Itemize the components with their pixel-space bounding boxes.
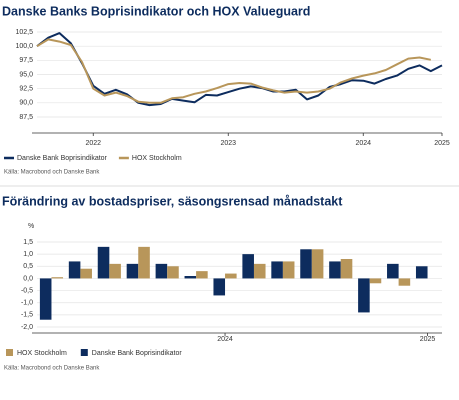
bar [398,278,411,286]
bar [415,266,428,279]
bar [225,273,237,279]
y-tick-label: 102,5 [15,29,33,36]
bar [242,254,254,279]
y-tick-label: 97,5 [19,57,33,64]
y-tick-label: -0,5 [21,287,33,294]
y-tick-label: 0,0 [23,275,33,282]
legend-label: HOX Stockholm [17,350,67,357]
bar [300,249,312,279]
bar [271,261,283,279]
x-tick-label: 2022 [85,140,101,147]
bar [196,271,208,279]
y-tick-label: 95,0 [19,71,33,78]
bar [109,263,121,279]
x-tick-label: 2023 [220,140,236,147]
bar [282,261,295,279]
bar [358,278,370,313]
bar [126,263,139,279]
source-note: Källa: Macrobond och Danske Bank [4,170,100,176]
y-tick-label: 92,5 [19,86,33,93]
bar [68,261,81,279]
bar [311,249,324,279]
y-tick-label: 1,5 [23,239,33,246]
bar [167,266,179,279]
y-tick-label: -1,0 [21,300,33,307]
chart-title: Danske Banks Boprisindikator och HOX Val… [2,4,310,18]
bar [184,276,197,279]
x-tick-label: 2025 [420,336,436,343]
y-tick-label: -2,0 [21,324,33,331]
bar [369,278,382,284]
y-tick-label: 90,0 [19,100,33,107]
bar [138,246,150,279]
legend-swatch [80,349,88,356]
line-series [36,32,443,107]
x-tick-label: 2024 [355,140,371,147]
line-series [36,38,431,104]
bar [340,259,353,279]
legend-label: Danske Bank Boprisindikator [92,350,183,357]
source-note: Källa: Macrobond och Danske Bank [4,366,100,372]
y-tick-label: 1,0 [23,251,33,258]
bar [329,261,341,279]
bar [155,263,168,279]
legend-label: HOX Stockholm [132,155,182,162]
y-tick-label: 0,5 [23,263,33,270]
bar [387,263,399,279]
y-tick-label: 87,5 [19,114,33,121]
chart-title: Förändring av bostadspriser, säsongsrens… [2,194,343,208]
bar [39,278,52,320]
bar [213,278,226,296]
bar [97,246,110,279]
y-axis-label: % [28,223,34,230]
bar [253,263,266,279]
y-tick-label: -1,5 [21,312,33,319]
bar [80,268,92,279]
legend-swatch [6,349,13,356]
y-tick-label: 100,0 [15,43,33,50]
x-tick-label: 2024 [217,336,233,343]
bar [51,277,64,279]
legend-label: Danske Bank Boprisindikator [17,155,108,162]
x-tick-label: 2025 [434,140,450,147]
